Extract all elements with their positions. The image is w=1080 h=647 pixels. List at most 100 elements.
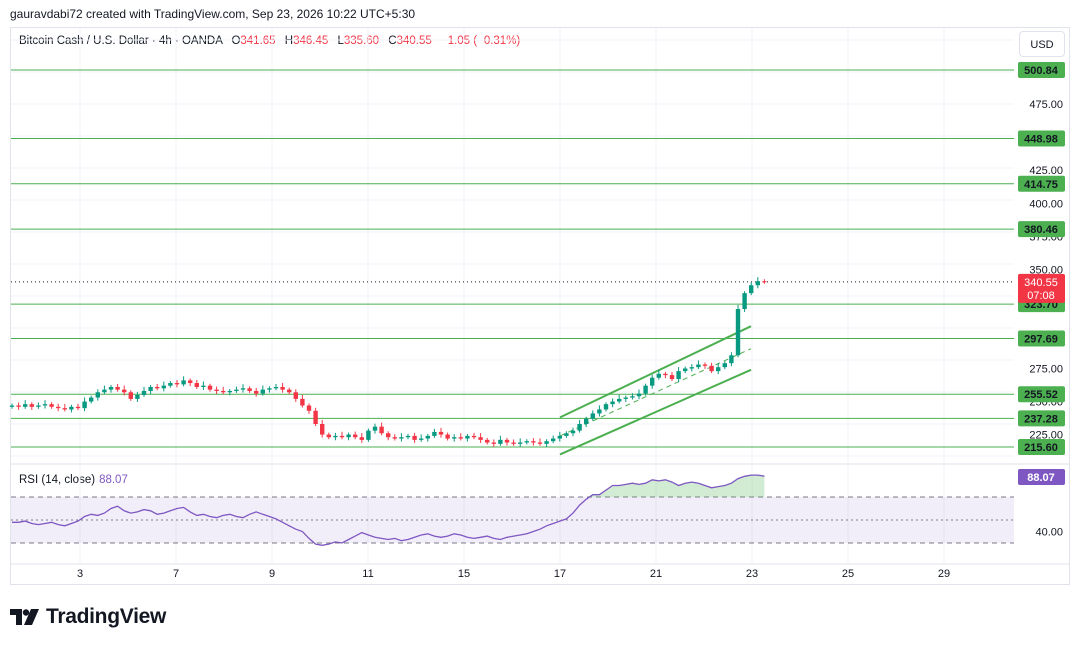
candle-body xyxy=(702,364,708,366)
candle-body xyxy=(221,390,226,393)
x-tick-label: 9 xyxy=(269,568,275,580)
rsi-overbought-fill xyxy=(757,475,765,497)
candle-body xyxy=(135,394,140,399)
ascending-channel xyxy=(559,325,752,456)
support-resistance-levels xyxy=(11,69,1014,448)
candle-body xyxy=(62,408,67,410)
rsi-overbought-fill xyxy=(705,485,712,497)
chart-frame xyxy=(10,27,1070,585)
candle-body xyxy=(412,435,417,440)
candle-body xyxy=(650,377,655,386)
candle-body xyxy=(465,435,470,439)
candle-body xyxy=(749,285,754,294)
y-tick-label: 350.00 xyxy=(1029,264,1063,276)
y-tick-label: 475.00 xyxy=(1029,99,1063,111)
tradingview-logo[interactable]: TradingView xyxy=(10,604,166,630)
candle-body xyxy=(326,434,331,438)
candle-body xyxy=(339,435,345,438)
candle-body xyxy=(29,404,34,407)
candle-body xyxy=(353,434,358,438)
candle-body xyxy=(617,398,622,402)
chart-credit: gauravdabi72 created with TradingView.co… xyxy=(10,7,416,21)
candle-body xyxy=(544,441,549,444)
candle-body xyxy=(386,433,391,438)
candle-body xyxy=(82,401,87,409)
rsi-value-badge xyxy=(1018,469,1065,485)
candle-body xyxy=(280,386,285,390)
candle-body xyxy=(379,426,384,434)
candle-body xyxy=(491,442,496,444)
candle-body xyxy=(722,363,727,368)
candle-body xyxy=(570,430,576,434)
candle-body xyxy=(478,437,483,440)
bar-countdown: 07:08 xyxy=(1027,290,1055,302)
candle-body xyxy=(188,380,193,384)
rsi-tick-label: 40.00 xyxy=(1035,527,1063,539)
candle-body xyxy=(260,389,265,394)
x-tick-label: 25 xyxy=(842,568,854,580)
currency-button[interactable]: USD xyxy=(1019,31,1065,57)
candle-body xyxy=(95,392,100,398)
candle-body xyxy=(254,390,259,394)
candle-body xyxy=(762,281,767,283)
candle-body xyxy=(247,388,252,391)
x-tick-label: 23 xyxy=(746,568,758,580)
ohlc-legend: Bitcoin Cash / U.S. Dollar · 4h · OANDA … xyxy=(19,35,520,47)
candle-body xyxy=(458,437,463,439)
rsi-overbought-fill xyxy=(612,485,620,497)
candle-body xyxy=(504,439,510,443)
candle-body xyxy=(755,281,760,286)
candle-body xyxy=(36,405,41,407)
candle-body xyxy=(511,442,516,444)
rsi-legend: RSI (14, close) 88.07 xyxy=(19,474,128,486)
close-label: C xyxy=(388,35,397,47)
level-badge xyxy=(1018,439,1065,455)
rsi-overbought-fill xyxy=(744,475,752,497)
candles xyxy=(9,277,767,447)
level-badge-label: 500.84 xyxy=(1024,65,1059,77)
level-badge xyxy=(1018,330,1065,347)
candle-body xyxy=(610,401,615,405)
candle-body xyxy=(471,435,477,438)
close-value: 340.55 xyxy=(396,35,432,47)
candle-body xyxy=(174,383,180,385)
rsi-overbought-fill xyxy=(652,479,659,497)
candle-body xyxy=(102,389,107,393)
candle-body xyxy=(392,437,397,439)
rsi-overbought-fill xyxy=(691,482,699,497)
candle-body xyxy=(590,413,595,419)
candle-body xyxy=(551,438,556,442)
level-badge-label: 215.60 xyxy=(1024,442,1058,454)
rsi-overbought-fill xyxy=(678,483,686,497)
y-tick-label: 425.00 xyxy=(1029,165,1063,177)
candle-body xyxy=(293,392,298,399)
x-tick-label: 11 xyxy=(362,568,373,580)
candle-body xyxy=(108,386,114,390)
rsi-value-label: 88.07 xyxy=(1027,472,1055,484)
rsi-overbought-fill xyxy=(672,482,679,497)
price-chart[interactable]: 475.00425.00400.00375.00350.00275.00250.… xyxy=(0,0,1080,600)
candle-body xyxy=(214,389,219,391)
candle-body xyxy=(168,383,173,386)
y-tick-label: 400.00 xyxy=(1029,198,1063,210)
candle-body xyxy=(300,398,305,406)
candle-body xyxy=(597,409,602,414)
level-badge-label: 448.98 xyxy=(1024,134,1058,146)
candle-body xyxy=(128,392,133,399)
candle-body xyxy=(273,386,279,389)
candle-body xyxy=(227,390,232,393)
rsi-overbought-fill xyxy=(632,483,639,497)
candle-body xyxy=(69,406,74,410)
candle-body xyxy=(155,386,160,389)
candle-body xyxy=(735,309,741,356)
candle-body xyxy=(267,388,272,390)
change-value: −1.05 (−0.31%) xyxy=(440,35,521,47)
rsi-overbought-fill xyxy=(685,482,692,497)
x-tick-label: 7 xyxy=(173,568,179,580)
rsi-overbought-fill xyxy=(619,484,626,497)
candle-body xyxy=(141,390,147,395)
level-badge xyxy=(1018,130,1065,147)
candle-body xyxy=(498,439,503,444)
candle-body xyxy=(445,434,450,439)
candle-body xyxy=(537,442,543,444)
